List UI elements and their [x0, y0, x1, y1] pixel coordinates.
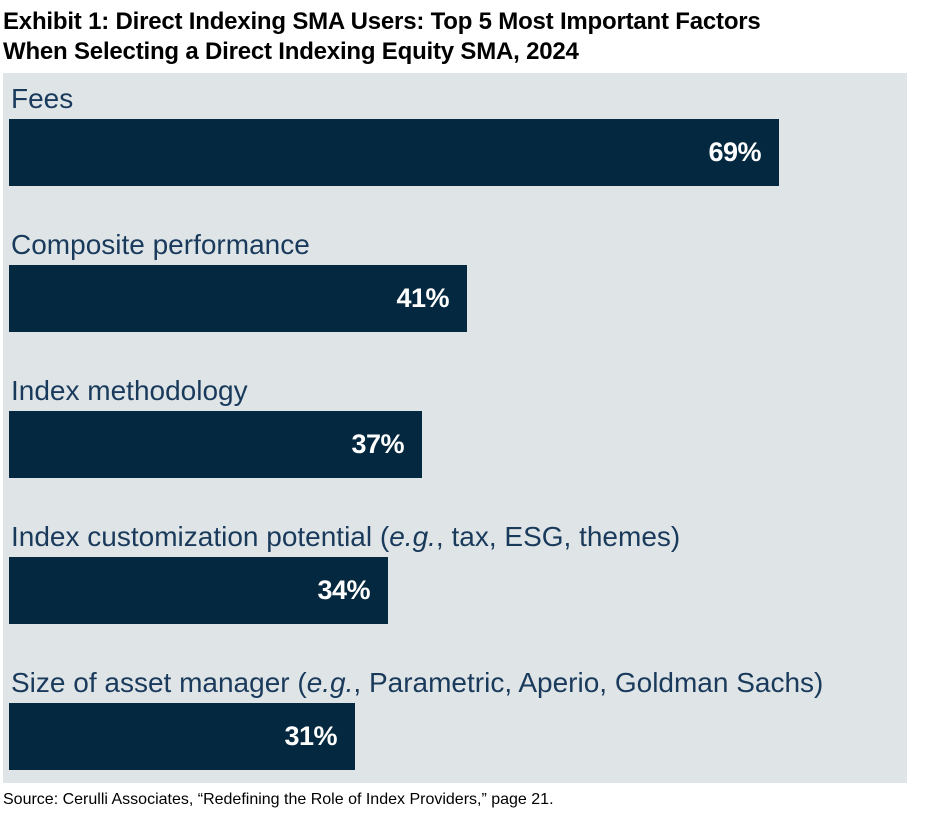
bar-size-of-asset-manager: 31% — [9, 703, 355, 770]
bar-row-composite-performance: Composite performance 41% — [3, 224, 907, 332]
category-label-text: Index customization potential ( — [11, 521, 390, 552]
bar-value-label: 41% — [396, 283, 449, 313]
category-label: Index customization potential (e.g., tax… — [3, 516, 907, 557]
bar-index-methodology: 37% — [9, 411, 422, 478]
category-label-tail: , tax, ESG, themes) — [435, 521, 681, 552]
category-label: Fees — [3, 78, 907, 119]
bar-fees: 69% — [9, 119, 779, 186]
bar-row-index-customization: Index customization potential (e.g., tax… — [3, 516, 907, 624]
source-note: Source: Cerulli Associates, “Redefining … — [3, 791, 554, 808]
page-title-line-1: Exhibit 1: Direct Indexing SMA Users: To… — [3, 8, 761, 35]
bar-value-label: 37% — [351, 429, 404, 459]
category-label-text: Fees — [11, 83, 74, 114]
category-label-text: Index methodology — [11, 375, 248, 406]
page-title: Exhibit 1: Direct Indexing SMA Users: To… — [3, 0, 928, 67]
category-label-italic: e.g. — [389, 521, 436, 552]
bar-chart: Fees 69% Composite performance 41% Index… — [3, 73, 907, 783]
bar-row-size-of-asset-manager: Size of asset manager (e.g., Parametric,… — [3, 662, 907, 770]
category-label-tail: , Parametric, Aperio, Goldman Sachs) — [353, 667, 824, 698]
bar-composite-performance: 41% — [9, 265, 467, 332]
category-label-text: Composite performance — [11, 229, 310, 260]
bar-row-fees: Fees 69% — [3, 78, 907, 186]
bar-value-label: 34% — [317, 575, 370, 605]
bar-index-customization: 34% — [9, 557, 388, 624]
bar-value-label: 31% — [284, 721, 337, 751]
category-label: Index methodology — [3, 370, 907, 411]
bar-value-label: 69% — [708, 137, 761, 167]
category-label: Size of asset manager (e.g., Parametric,… — [3, 662, 907, 703]
category-label: Composite performance — [3, 224, 907, 265]
category-label-text: Size of asset manager ( — [11, 667, 307, 698]
page-title-line-2: When Selecting a Direct Indexing Equity … — [3, 38, 579, 65]
category-label-italic: e.g. — [306, 667, 354, 698]
bar-row-index-methodology: Index methodology 37% — [3, 370, 907, 478]
